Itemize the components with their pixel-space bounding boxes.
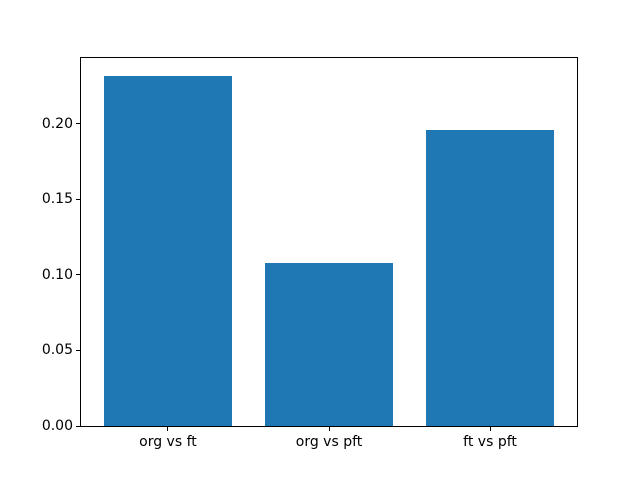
y-tick-label: 0.00	[41, 418, 73, 434]
y-tick-label: 0.20	[41, 115, 73, 132]
x-tick-label-org-vs-pft: org vs pft	[295, 434, 363, 450]
y-tick-mark	[76, 123, 80, 125]
y-tick-mark	[76, 274, 80, 276]
bar-org-vs-pft	[264, 262, 394, 426]
y-tick-mark	[76, 425, 80, 427]
x-tick-label-org-vs-ft: org vs ft	[139, 434, 197, 450]
y-tick-label: 0.05	[41, 342, 73, 359]
y-tick-mark	[76, 349, 80, 351]
y-tick-label: 0.10	[41, 266, 73, 283]
plot-area: 0.00 0.05 0.10 0.15 0.20 org vs ft org vs pft f…	[42, 57, 578, 450]
y-tick-mark	[76, 198, 80, 200]
bar-ft-vs-pft	[425, 129, 555, 426]
y-tick-label: 0.15	[41, 191, 73, 208]
x-tick-label-ft-vs-pft: ft vs pft	[463, 434, 517, 450]
x-tick-mark	[328, 427, 330, 431]
bar-org-vs-ft	[103, 75, 233, 426]
x-tick-mark	[489, 427, 491, 431]
x-tick-mark	[167, 427, 169, 431]
